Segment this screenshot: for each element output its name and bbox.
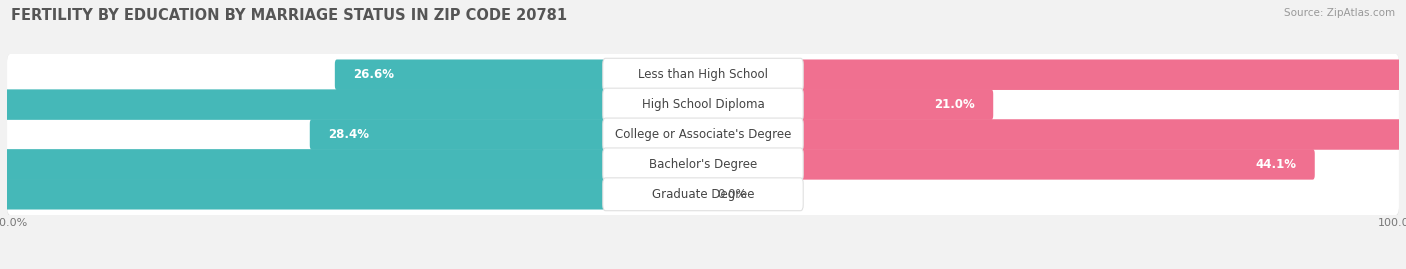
FancyBboxPatch shape [7, 83, 1399, 127]
FancyBboxPatch shape [702, 149, 1315, 180]
FancyBboxPatch shape [7, 54, 1399, 96]
FancyBboxPatch shape [603, 58, 803, 91]
FancyBboxPatch shape [0, 179, 704, 210]
FancyBboxPatch shape [7, 143, 1399, 186]
Text: Graduate Degree: Graduate Degree [652, 188, 754, 201]
FancyBboxPatch shape [7, 173, 1399, 216]
FancyBboxPatch shape [335, 59, 704, 90]
FancyBboxPatch shape [7, 113, 1399, 156]
Text: 44.1%: 44.1% [1256, 158, 1296, 171]
Text: Bachelor's Degree: Bachelor's Degree [650, 158, 756, 171]
FancyBboxPatch shape [603, 148, 803, 181]
Text: 0.0%: 0.0% [717, 188, 747, 201]
FancyBboxPatch shape [702, 89, 993, 120]
FancyBboxPatch shape [702, 119, 1406, 150]
FancyBboxPatch shape [7, 83, 1399, 126]
FancyBboxPatch shape [7, 113, 1399, 157]
FancyBboxPatch shape [309, 119, 704, 150]
FancyBboxPatch shape [0, 89, 704, 120]
Text: 28.4%: 28.4% [329, 128, 370, 141]
FancyBboxPatch shape [702, 59, 1406, 90]
Text: Source: ZipAtlas.com: Source: ZipAtlas.com [1284, 8, 1395, 18]
Text: FERTILITY BY EDUCATION BY MARRIAGE STATUS IN ZIP CODE 20781: FERTILITY BY EDUCATION BY MARRIAGE STATU… [11, 8, 568, 23]
FancyBboxPatch shape [7, 173, 1399, 215]
Text: 26.6%: 26.6% [354, 68, 395, 81]
Text: 21.0%: 21.0% [934, 98, 974, 111]
Text: Less than High School: Less than High School [638, 68, 768, 81]
FancyBboxPatch shape [603, 88, 803, 121]
FancyBboxPatch shape [603, 118, 803, 151]
Text: High School Diploma: High School Diploma [641, 98, 765, 111]
Text: College or Associate's Degree: College or Associate's Degree [614, 128, 792, 141]
FancyBboxPatch shape [699, 179, 703, 210]
FancyBboxPatch shape [7, 143, 1399, 186]
FancyBboxPatch shape [603, 178, 803, 211]
FancyBboxPatch shape [0, 149, 704, 180]
FancyBboxPatch shape [7, 54, 1399, 97]
